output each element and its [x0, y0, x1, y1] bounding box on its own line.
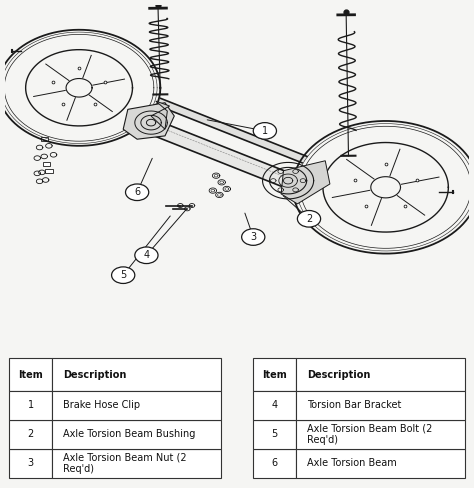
Text: Description: Description	[307, 369, 371, 380]
Text: Brake Hose Clip: Brake Hose Clip	[64, 400, 141, 410]
Bar	[253, 420, 295, 449]
Bar	[9, 391, 52, 420]
Bar	[295, 449, 465, 478]
Bar	[52, 358, 221, 391]
Bar	[9, 449, 52, 478]
Circle shape	[135, 247, 158, 264]
Bar	[295, 391, 465, 420]
Text: 6: 6	[271, 458, 277, 468]
Polygon shape	[137, 116, 293, 187]
Bar	[9, 420, 52, 449]
Text: Torsion Bar Bracket: Torsion Bar Bracket	[307, 400, 402, 410]
Text: Axle Torsion Beam Bushing: Axle Torsion Beam Bushing	[64, 429, 196, 439]
Bar	[253, 358, 295, 391]
Bar	[253, 449, 295, 478]
Text: Description: Description	[64, 369, 127, 380]
Bar	[52, 449, 221, 478]
Circle shape	[242, 229, 265, 245]
Bar	[45, 169, 53, 173]
Text: 3: 3	[27, 458, 34, 468]
Text: Axle Torsion Beam Bolt (2
Req'd): Axle Torsion Beam Bolt (2 Req'd)	[307, 424, 433, 445]
Bar	[9, 358, 52, 391]
Circle shape	[111, 267, 135, 284]
Text: 1: 1	[262, 126, 268, 136]
Bar	[43, 162, 50, 166]
Text: 4: 4	[271, 400, 277, 410]
Text: 5: 5	[271, 429, 277, 439]
Polygon shape	[151, 101, 170, 129]
Bar	[295, 420, 465, 449]
Text: 6: 6	[134, 187, 140, 197]
Bar	[295, 358, 465, 391]
Text: 1: 1	[27, 400, 34, 410]
Bar	[253, 391, 295, 420]
Bar	[52, 391, 221, 420]
Text: 2: 2	[306, 214, 312, 224]
Circle shape	[126, 184, 149, 201]
Polygon shape	[281, 161, 330, 204]
Bar	[52, 420, 221, 449]
Polygon shape	[123, 102, 174, 139]
Circle shape	[253, 122, 276, 139]
Text: Item: Item	[262, 369, 287, 380]
Polygon shape	[155, 99, 307, 163]
Text: Axle Torsion Beam Nut (2
Req'd): Axle Torsion Beam Nut (2 Req'd)	[64, 452, 187, 474]
Text: Axle Torsion Beam: Axle Torsion Beam	[307, 458, 397, 468]
Text: 5: 5	[120, 270, 126, 280]
Text: 3: 3	[250, 232, 256, 242]
Text: 2: 2	[27, 429, 34, 439]
Bar	[40, 137, 48, 141]
Circle shape	[297, 210, 320, 227]
Text: Item: Item	[18, 369, 43, 380]
Text: 4: 4	[143, 250, 149, 260]
